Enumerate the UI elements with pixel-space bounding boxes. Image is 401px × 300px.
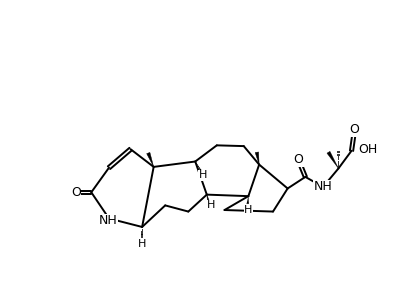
Text: O: O (293, 154, 303, 166)
Polygon shape (326, 152, 338, 168)
Polygon shape (146, 152, 153, 167)
Text: H: H (138, 239, 146, 249)
Polygon shape (255, 152, 259, 165)
Text: NH: NH (313, 180, 332, 194)
Text: H: H (207, 200, 215, 210)
Polygon shape (206, 195, 210, 204)
Text: NH: NH (99, 214, 117, 227)
Text: O: O (349, 123, 358, 136)
Text: H: H (198, 170, 207, 180)
Text: H: H (243, 205, 252, 215)
Text: O: O (71, 186, 81, 199)
Text: OH: OH (358, 143, 377, 157)
